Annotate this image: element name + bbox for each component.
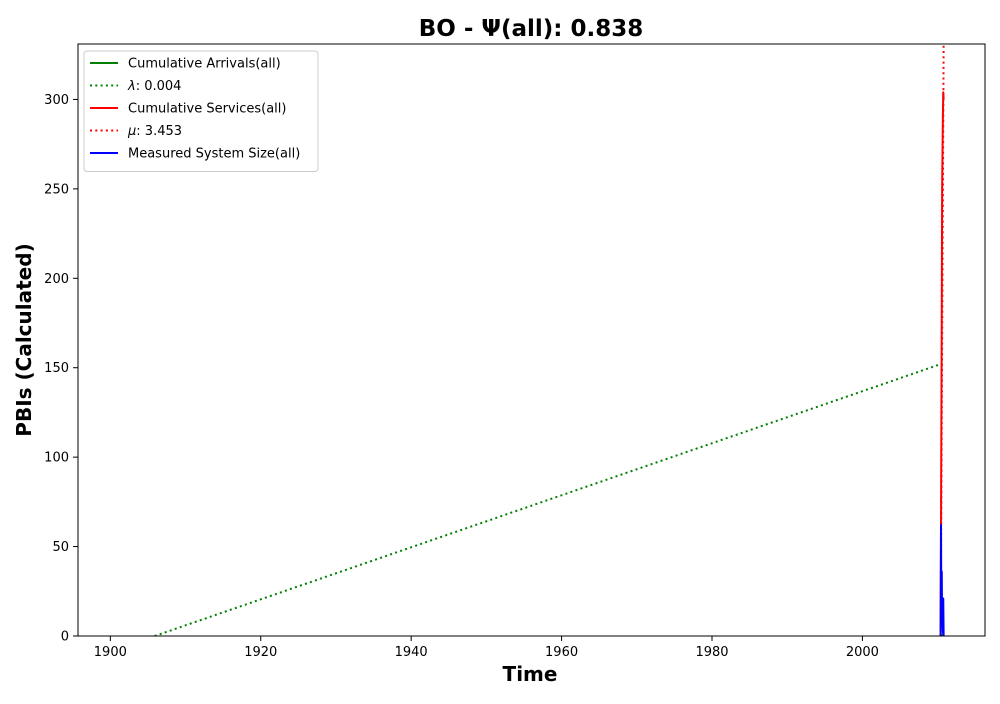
y-tick-label: 100 xyxy=(44,451,69,466)
series-group xyxy=(154,44,945,636)
plot-area: 1900 1920 1940 1960 1980 2000 0 50 100 150 200 250 3… xyxy=(44,43,986,660)
legend-label-symbol: μ xyxy=(127,124,136,139)
x-tick-label: 1920 xyxy=(244,645,277,660)
legend-label-3: μ: 3.453 xyxy=(127,124,182,139)
y-axis-title: PBIs (Calculated) xyxy=(12,243,36,436)
y-tick-label: 200 xyxy=(44,272,69,287)
series-line-1 xyxy=(154,363,941,636)
series-line-4 xyxy=(939,524,945,636)
y-tick-label: 300 xyxy=(44,93,69,108)
x-tick-label: 1900 xyxy=(94,645,127,660)
y-tick-label: 50 xyxy=(52,540,69,555)
x-axis-title: Time xyxy=(503,662,558,686)
legend-label-value: : 3.453 xyxy=(136,124,182,139)
x-tick-label: 1960 xyxy=(545,645,578,660)
x-tick-label: 1980 xyxy=(695,645,728,660)
legend: Cumulative Arrivals(all) λ: 0.004 Cumulati… xyxy=(83,50,319,172)
x-tick-label: 2000 xyxy=(846,645,879,660)
legend-label-4: Measured System Size(all) xyxy=(128,147,300,162)
plot-frame xyxy=(77,43,986,637)
y-tick-label: 150 xyxy=(44,361,69,376)
y-tick-label: 250 xyxy=(44,182,69,197)
x-tick-label: 1940 xyxy=(395,645,428,660)
legend-box xyxy=(83,50,319,172)
y-tick-label: 0 xyxy=(61,630,69,645)
legend-label-value: : 0.004 xyxy=(136,79,182,94)
legend-label-2: Cumulative Services(all) xyxy=(128,102,286,117)
legend-label-symbol: λ xyxy=(127,79,136,94)
series-line-3 xyxy=(939,44,945,636)
legend-label-1: λ: 0.004 xyxy=(127,79,181,94)
legend-label-0: Cumulative Arrivals(all) xyxy=(128,57,281,72)
chart-title: BO - Ψ(all): 0.838 xyxy=(419,16,643,42)
